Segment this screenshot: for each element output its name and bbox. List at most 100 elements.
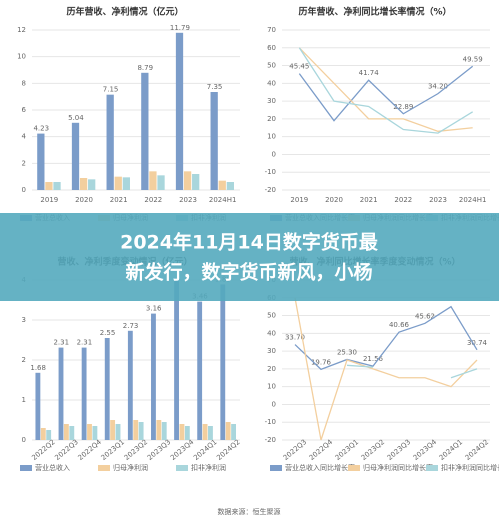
x-tick-label: 2024Q2 (464, 438, 490, 462)
y-tick-label: 3 (22, 316, 26, 324)
y-tick-label: 8 (22, 79, 26, 87)
legend-label: 扣非净利润同比增长率 (441, 463, 499, 472)
bar (69, 426, 75, 440)
value-label: 22.89 (393, 103, 413, 111)
bar (127, 330, 133, 440)
value-label: 7.35 (207, 83, 223, 91)
bar (114, 176, 122, 190)
y-tick-label: 0 (22, 436, 26, 444)
x-tick-label: 2023Q3 (146, 438, 172, 462)
bar (208, 426, 213, 440)
bar (35, 372, 41, 440)
y-tick-label: 4 (22, 133, 27, 141)
x-tick-label: 2024Q2 (215, 438, 241, 462)
y-tick-label: 60 (267, 44, 276, 52)
bar (58, 347, 64, 440)
x-tick-label: 2023Q1 (334, 438, 360, 462)
legend-label: 营业总收入同比增长率 (285, 463, 355, 472)
x-tick-label: 2020 (75, 196, 93, 204)
bar (115, 424, 121, 440)
x-tick-label: 2020 (325, 196, 343, 204)
bar (192, 174, 200, 190)
bar (133, 420, 139, 440)
bar (110, 420, 116, 440)
x-tick-label: 2022Q2 (30, 438, 56, 462)
x-tick-label: 2021 (360, 196, 378, 204)
y-tick-label: 12 (17, 26, 26, 34)
headline: 2024年11月14日数字货币最 (120, 231, 379, 254)
x-tick-label: 2024H1 (209, 196, 237, 204)
value-label: 2.55 (100, 329, 116, 337)
source: 数据来源：恒生聚源 (218, 507, 281, 516)
value-label: 8.79 (137, 64, 153, 72)
chart-title: 历年营收、净利情况（亿元） (66, 6, 183, 18)
value-label: 2.73 (123, 322, 139, 330)
bar (218, 180, 226, 190)
bar (151, 313, 156, 440)
value-label: 41.74 (359, 69, 380, 77)
bar (157, 175, 165, 190)
bar (104, 338, 110, 440)
value-label: 2.31 (53, 339, 69, 347)
y-tick-label: -20 (265, 436, 276, 444)
bar (161, 422, 167, 440)
value-label: 3.16 (146, 305, 162, 313)
x-tick-label: 2024H1 (459, 196, 487, 204)
legend-swatch (176, 465, 188, 471)
line (298, 65, 474, 122)
legend-swatch (98, 465, 110, 471)
x-tick-label: 2023Q2 (360, 438, 386, 462)
legend-swatch (20, 465, 32, 471)
bar (71, 122, 80, 190)
y-tick-label: 40 (267, 79, 276, 87)
value-label: 7.15 (103, 86, 119, 94)
y-tick-label: 2 (22, 159, 26, 167)
line (346, 364, 374, 368)
y-tick-label: 2 (22, 356, 26, 364)
x-tick-label: 2022Q4 (77, 438, 104, 462)
bar (231, 424, 236, 440)
x-tick-label: 2021 (110, 196, 128, 204)
value-label: 21.56 (363, 355, 384, 363)
x-tick-label: 2023 (179, 196, 197, 204)
line (294, 297, 478, 441)
headline-band (0, 213, 499, 301)
value-label: 25.30 (337, 348, 357, 356)
headline: 新发行，数字货币新风，小杨 (125, 261, 372, 284)
bar (53, 182, 61, 190)
value-label: 5.04 (68, 114, 84, 122)
x-tick-label: 2019 (40, 196, 58, 204)
legend-swatch (426, 465, 438, 471)
bar (141, 72, 149, 190)
x-tick-label: 2023Q3 (386, 438, 412, 462)
bar (46, 430, 52, 440)
y-tick-label: 40 (267, 329, 276, 337)
y-tick-label: 20 (267, 365, 276, 373)
value-label: 45.45 (289, 63, 309, 71)
line (298, 47, 473, 132)
y-tick-label: -10 (265, 168, 276, 176)
value-label: 40.66 (389, 321, 410, 329)
y-tick-label: -10 (265, 418, 276, 426)
bar (138, 422, 144, 440)
y-tick-label: 1 (22, 396, 26, 404)
bar (87, 424, 92, 440)
y-tick-label: 30 (267, 347, 276, 355)
value-label: 49.59 (463, 55, 483, 63)
bar (202, 424, 208, 440)
y-tick-label: 6 (22, 106, 27, 114)
bar (210, 92, 218, 190)
y-tick-label: 0 (272, 150, 276, 158)
bar (156, 420, 162, 440)
value-label: 4.23 (33, 125, 49, 133)
bar (175, 32, 184, 190)
bar (225, 422, 231, 440)
bar (149, 171, 157, 190)
bar (184, 426, 190, 440)
bar (220, 284, 226, 440)
x-tick-label: 2022Q3 (53, 438, 79, 462)
line (298, 47, 474, 134)
x-tick-label: 2023Q1 (100, 438, 126, 462)
value-label: 2.31 (77, 339, 93, 347)
x-tick-label: 2022Q4 (308, 438, 335, 462)
